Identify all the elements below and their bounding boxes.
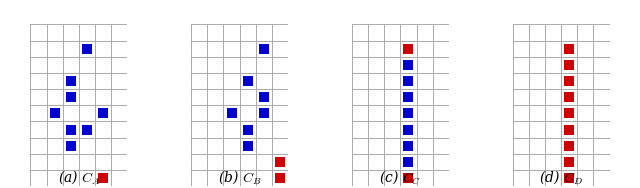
Text: (d) $C_D$: (d) $C_D$ [539, 168, 583, 186]
Text: (c) $C_C$: (c) $C_C$ [379, 168, 422, 186]
Text: (b) $C_B$: (b) $C_B$ [218, 168, 261, 186]
Text: (a) $C_A$: (a) $C_A$ [58, 168, 100, 186]
